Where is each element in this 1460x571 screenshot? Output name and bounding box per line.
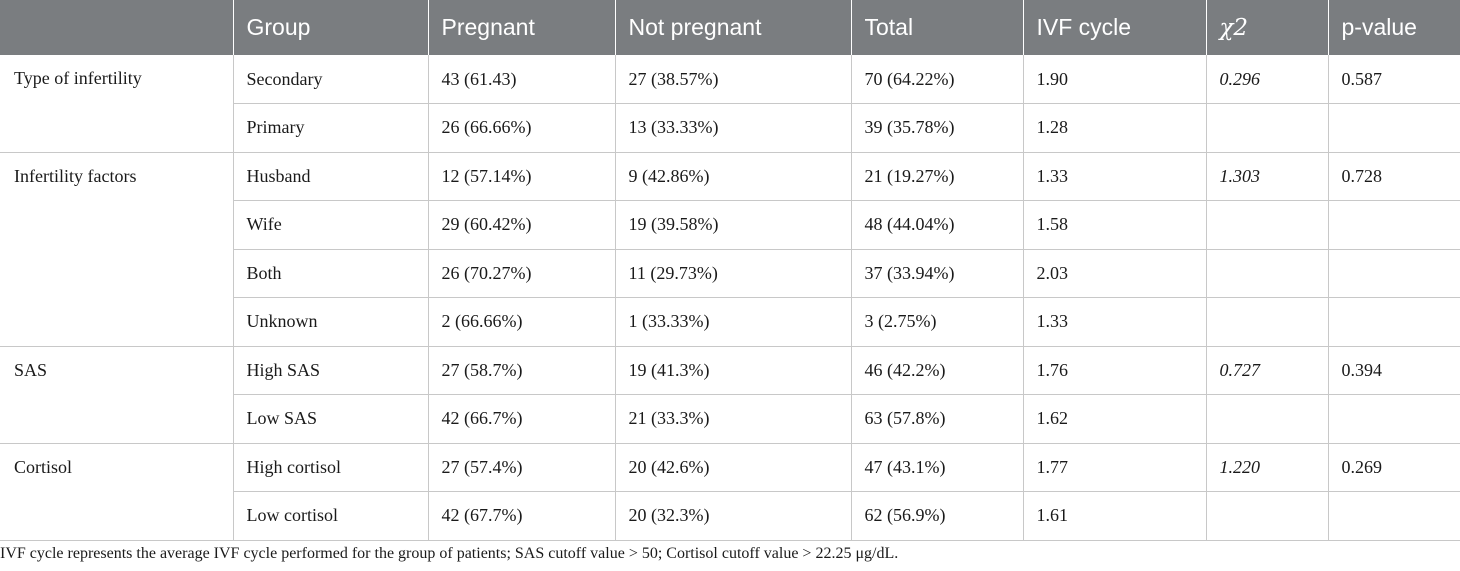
table-row: Low SAS 42 (66.7%) 21 (33.3%) 63 (57.8%)… [0, 394, 1460, 444]
ivf-cycle-cell: 1.33 [1023, 152, 1207, 201]
p-value-cell: 0.728 [1328, 152, 1460, 201]
total-cell: 47 (43.1%) [851, 443, 1024, 492]
total-cell: 37 (33.94%) [851, 249, 1024, 298]
table-row: Unknown 2 (66.66%) 1 (33.33%) 3 (2.75%) … [0, 297, 1460, 347]
header-ivf-cycle: IVF cycle [1023, 0, 1207, 55]
group-cell: Unknown [233, 297, 429, 347]
table-row: Low cortisol 42 (67.7%) 20 (32.3%) 62 (5… [0, 491, 1460, 541]
group-cell: Low SAS [233, 394, 429, 444]
category-cell: Cortisol [0, 443, 234, 541]
p-value-cell: 0.269 [1328, 443, 1460, 492]
p-value-cell: 0.587 [1328, 55, 1460, 104]
not-pregnant-cell: 20 (32.3%) [615, 491, 852, 541]
group-cell: High SAS [233, 346, 429, 395]
chi-square-cell: 1.303 [1206, 152, 1329, 201]
pregnant-cell: 26 (70.27%) [428, 249, 616, 298]
table-row: SAS High SAS 27 (58.7%) 19 (41.3%) 46 (4… [0, 346, 1460, 444]
group-cell: Primary [233, 103, 429, 153]
pregnant-cell: 27 (58.7%) [428, 346, 616, 395]
p-value-cell: 0.394 [1328, 346, 1460, 395]
total-cell: 62 (56.9%) [851, 491, 1024, 541]
ivf-cycle-cell: 1.77 [1023, 443, 1207, 492]
pregnant-cell: 42 (66.7%) [428, 394, 616, 444]
pregnant-cell: 42 (67.7%) [428, 491, 616, 541]
p-value-cell-empty [1328, 249, 1460, 298]
total-cell: 39 (35.78%) [851, 103, 1024, 153]
total-cell: 21 (19.27%) [851, 152, 1024, 201]
chi-square-cell-empty [1206, 200, 1329, 250]
not-pregnant-cell: 9 (42.86%) [615, 152, 852, 201]
group-cell: Both [233, 249, 429, 298]
group-cell: Secondary [233, 55, 429, 104]
not-pregnant-cell: 19 (41.3%) [615, 346, 852, 395]
group-cell: High cortisol [233, 443, 429, 492]
total-cell: 46 (42.2%) [851, 346, 1024, 395]
table-row: Wife 29 (60.42%) 19 (39.58%) 48 (44.04%)… [0, 200, 1460, 250]
header-total: Total [851, 0, 1024, 55]
pregnant-cell: 43 (61.43) [428, 55, 616, 104]
table-row: Type of infertility Secondary 43 (61.43)… [0, 55, 1460, 153]
ivf-cycle-cell: 1.33 [1023, 297, 1207, 347]
not-pregnant-cell: 11 (29.73%) [615, 249, 852, 298]
category-cell: SAS [0, 346, 234, 444]
chi-square-cell-empty [1206, 297, 1329, 347]
p-value-cell-empty [1328, 297, 1460, 347]
not-pregnant-cell: 13 (33.33%) [615, 103, 852, 153]
header-p-value: p-value [1328, 0, 1460, 55]
chi-square-cell: 1.220 [1206, 443, 1329, 492]
not-pregnant-cell: 20 (42.6%) [615, 443, 852, 492]
total-cell: 3 (2.75%) [851, 297, 1024, 347]
p-value-cell-empty [1328, 394, 1460, 444]
chi-square-cell: 0.727 [1206, 346, 1329, 395]
pregnant-cell: 29 (60.42%) [428, 200, 616, 250]
header-category [0, 0, 234, 55]
header-pregnant: Pregnant [428, 0, 616, 55]
data-table-container: Group Pregnant Not pregnant Total IVF cy… [0, 0, 1460, 541]
ivf-cycle-cell: 2.03 [1023, 249, 1207, 298]
group-cell: Husband [233, 152, 429, 201]
ivf-cycle-cell: 1.90 [1023, 55, 1207, 104]
header-group: Group [233, 0, 429, 55]
table-header-row: Group Pregnant Not pregnant Total IVF cy… [0, 0, 1460, 55]
header-not-pregnant: Not pregnant [615, 0, 852, 55]
ivf-cycle-cell: 1.62 [1023, 394, 1207, 444]
not-pregnant-cell: 27 (38.57%) [615, 55, 852, 104]
ivf-cycle-cell: 1.28 [1023, 103, 1207, 153]
chi-square-cell-empty [1206, 491, 1329, 541]
ivf-cycle-cell: 1.58 [1023, 200, 1207, 250]
results-table: Group Pregnant Not pregnant Total IVF cy… [0, 0, 1460, 541]
not-pregnant-cell: 1 (33.33%) [615, 297, 852, 347]
pregnant-cell: 27 (57.4%) [428, 443, 616, 492]
pregnant-cell: 12 (57.14%) [428, 152, 616, 201]
table-row: Cortisol High cortisol 27 (57.4%) 20 (42… [0, 443, 1460, 541]
p-value-cell-empty [1328, 103, 1460, 153]
pregnant-cell: 26 (66.66%) [428, 103, 616, 153]
not-pregnant-cell: 21 (33.3%) [615, 394, 852, 444]
group-cell: Wife [233, 200, 429, 250]
group-cell: Low cortisol [233, 491, 429, 541]
total-cell: 63 (57.8%) [851, 394, 1024, 444]
header-chi-square: χ2 [1206, 0, 1329, 55]
ivf-cycle-cell: 1.76 [1023, 346, 1207, 395]
table-row: Infertility factors Husband 12 (57.14%) … [0, 152, 1460, 347]
table-footnote: IVF cycle represents the average IVF cyc… [0, 545, 899, 562]
ivf-cycle-cell: 1.61 [1023, 491, 1207, 541]
pregnant-cell: 2 (66.66%) [428, 297, 616, 347]
total-cell: 48 (44.04%) [851, 200, 1024, 250]
total-cell: 70 (64.22%) [851, 55, 1024, 104]
chi-square-cell-empty [1206, 249, 1329, 298]
category-cell: Infertility factors [0, 152, 234, 347]
table-row: Both 26 (70.27%) 11 (29.73%) 37 (33.94%)… [0, 249, 1460, 298]
table-row: Primary 26 (66.66%) 13 (33.33%) 39 (35.7… [0, 103, 1460, 153]
chi-square-cell-empty [1206, 394, 1329, 444]
p-value-cell-empty [1328, 491, 1460, 541]
chi-square-cell-empty [1206, 103, 1329, 153]
p-value-cell-empty [1328, 200, 1460, 250]
category-cell: Type of infertility [0, 55, 234, 153]
chi-square-cell: 0.296 [1206, 55, 1329, 104]
not-pregnant-cell: 19 (39.58%) [615, 200, 852, 250]
